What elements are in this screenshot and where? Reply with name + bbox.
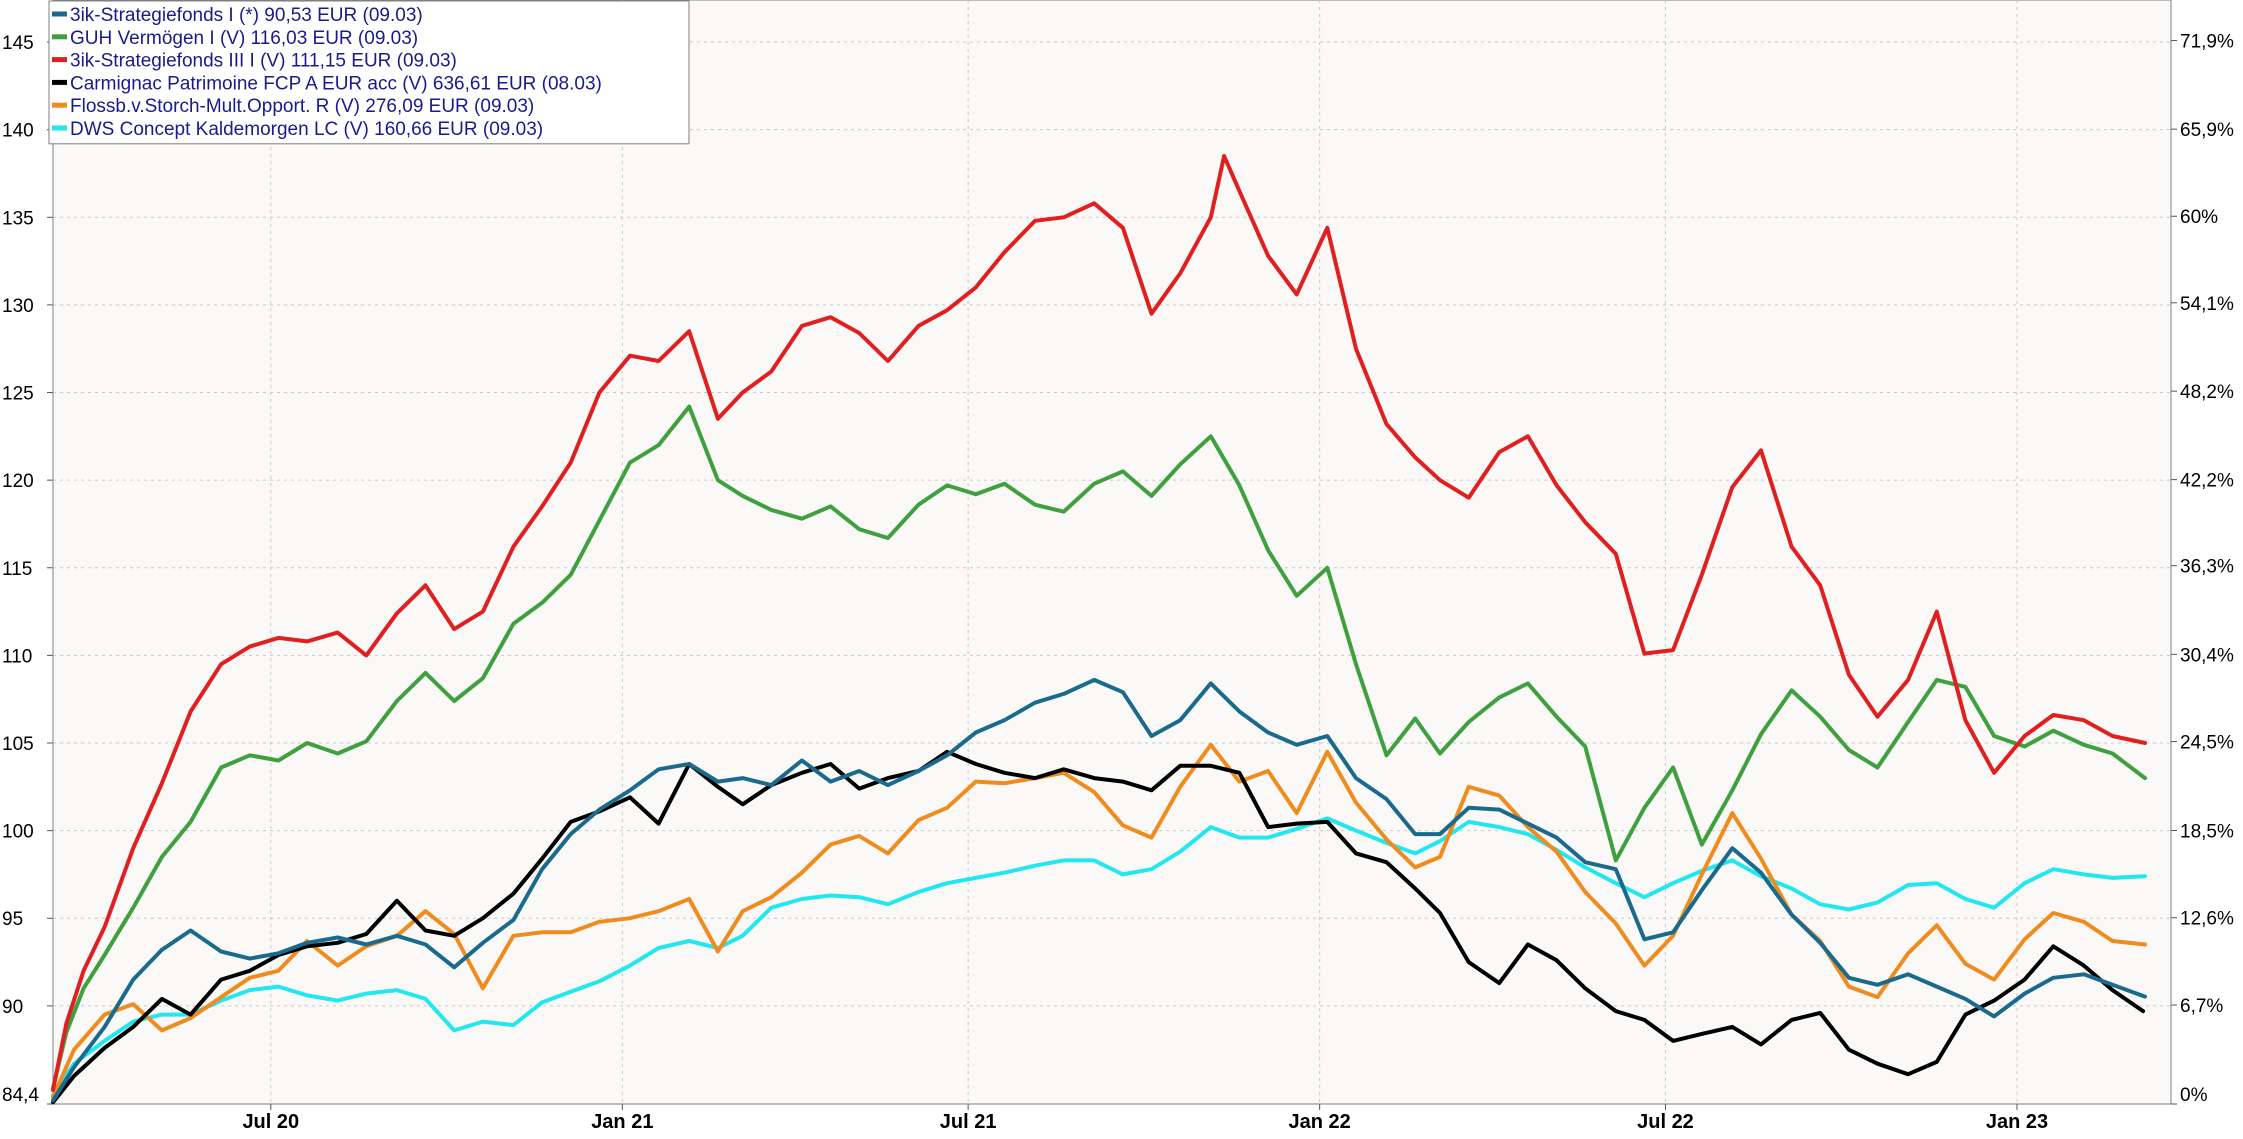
x-tick-label: Jul 21 [940, 1111, 997, 1133]
x-tick-label: Jan 21 [591, 1111, 653, 1133]
legend: 3ik-Strategiefonds I (*) 90,53 EUR (09.0… [48, 0, 690, 145]
series-line-2 [51, 404, 2147, 1091]
series-line-1 [51, 677, 2147, 1103]
y-tick-label-left: 145 [2, 33, 34, 54]
y-tick-label-left: 100 [2, 822, 34, 843]
y-tick-label-right: 48,2% [2180, 382, 2234, 403]
y-tick-label-right: 12,6% [2180, 909, 2234, 930]
series-line-6 [51, 816, 2147, 1098]
y-tick-label-left: 130 [2, 296, 34, 317]
x-tick-label: Jul 20 [242, 1111, 299, 1133]
y-tick-label-right: 18,5% [2180, 821, 2234, 842]
y-tick-label-left: 135 [2, 208, 34, 229]
y-tick-label-right: 54,1% [2180, 294, 2234, 315]
legend-label: Carmignac Patrimoine FCP A EUR acc (V) 6… [70, 73, 602, 94]
plot-area [52, 0, 2172, 1105]
x-tick-label: Jul 22 [1637, 1111, 1694, 1133]
legend-label: GUH Vermögen I (V) 116,03 EUR (09.03) [70, 28, 418, 49]
y-tick-label-left: 105 [2, 734, 34, 755]
series-line-3 [51, 154, 2147, 1092]
y-tick-label-left: 90 [2, 997, 23, 1018]
y-tick-label-left: 95 [2, 909, 23, 930]
y-tick-label-left: 110 [2, 646, 32, 667]
y-tick-label-right: 36,3% [2180, 557, 2234, 578]
y-tick-label-left: 84,4 [2, 1085, 39, 1106]
x-tick-label: Jan 22 [1289, 1111, 1351, 1133]
y-tick-label-right: 65,9% [2180, 120, 2234, 141]
y-tick-label-right: 60% [2180, 207, 2218, 228]
legend-box [48, 0, 690, 145]
series-lines [51, 154, 2147, 1105]
series-line-4 [51, 749, 2146, 1105]
axes: 84,4 90 95 100 105 110 115 120 125 130 135 140 145 0%… [2, 31, 2234, 1133]
legend-label: 3ik-Strategiefonds III I (V) 111,15 EUR … [70, 51, 457, 72]
y-tick-label-right: 42,2% [2180, 471, 2234, 492]
y-tick-label-left: 125 [2, 384, 34, 405]
y-tick-label-left: 140 [2, 121, 34, 142]
x-tick-label: Jan 23 [1986, 1111, 2048, 1133]
y-tick-label-right: 30,4% [2180, 645, 2234, 666]
y-tick-label-right: 0% [2180, 1085, 2208, 1106]
y-tick-label-right: 6,7% [2180, 996, 2223, 1017]
y-tick-label-left: 115 [2, 559, 32, 580]
legend-label: 3ik-Strategiefonds I (*) 90,53 EUR (09.0… [70, 5, 423, 26]
y-tick-label-right: 71,9% [2180, 31, 2234, 52]
legend-label: DWS Concept Kaldemorgen LC (V) 160,66 EU… [70, 119, 543, 140]
legend-label: Flossb.v.Storch-Mult.Opport. R (V) 276,0… [70, 96, 534, 117]
y-tick-label-left: 120 [2, 471, 34, 492]
y-tick-label-right: 24,5% [2180, 733, 2234, 754]
